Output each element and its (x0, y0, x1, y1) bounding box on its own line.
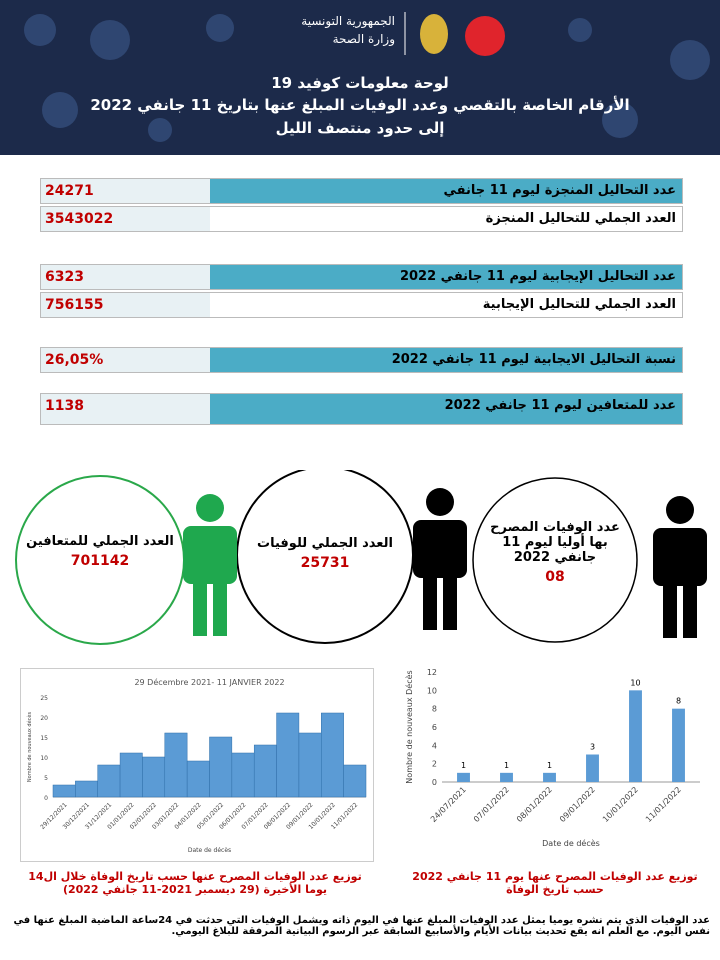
bar (343, 764, 367, 798)
y-axis-label: Nombre de nouveaux décès (26, 712, 33, 783)
circle-label: عدد الوفيات المصرح بها أوليا ليوم 11 جان… (490, 520, 620, 565)
bar (672, 708, 685, 782)
row-value: 3543022 (41, 207, 210, 231)
recovered-circle: العدد الجملي للمتعافين 701142 (25, 534, 175, 569)
y-tick-label: 15 (40, 735, 48, 742)
figures (15, 470, 707, 645)
footer-note: عدد الوفيات الذي يتم نشره يوميا يمثل عدد… (13, 915, 710, 937)
x-axis-label: Date de décès (542, 838, 600, 848)
row-value: 24271 (41, 179, 210, 203)
row-value: 6323 (41, 265, 210, 289)
republic: الجمهورية التونسية (301, 14, 395, 28)
row-label: العدد الجملي للتحاليل الإيجابية (482, 297, 676, 312)
table-row: 6323 عدد التحاليل الإيجابية ليوم 11 جانفي… (40, 264, 683, 290)
declared-circle: عدد الوفيات المصرح بها أوليا ليوم 11 جان… (480, 520, 630, 585)
bar (629, 690, 642, 782)
bar (586, 754, 599, 782)
y-tick-label: 10 (40, 755, 48, 762)
header-decor (24, 12, 710, 142)
title: لوحة معلومات كوفيد 19 (271, 74, 449, 92)
y-tick-label: 10 (427, 686, 437, 695)
table-row: 1138 عدد للمتعافين ليوم 11 جانفي 2022 (40, 393, 683, 425)
y-tick-label: 20 (40, 715, 48, 722)
bar (543, 772, 556, 782)
y-tick-label: 6 (432, 723, 437, 732)
bar (186, 760, 210, 798)
y-tick-label: 12 (427, 668, 437, 677)
row-value: 26,05% (41, 348, 210, 372)
bar (231, 752, 255, 798)
bar (97, 764, 121, 798)
bar (298, 732, 322, 798)
bar (457, 772, 470, 782)
x-tick-label: 10/01/2022 (601, 785, 640, 824)
circle-value: 08 (545, 569, 565, 585)
bar (500, 772, 513, 782)
table-row: 26,05% نسبة التحاليل الايجابية ليوم 11 جا… (40, 347, 683, 373)
bar (142, 756, 166, 798)
y-tick-label: 25 (40, 695, 48, 702)
subtitle-note: إلى حدود منتصف الليل (275, 119, 445, 137)
deaths-circle: العدد الجملي للوفيات 25731 (250, 536, 400, 571)
chart-title: 29 Décembre 2021- 11 JANVIER 2022 (134, 677, 284, 687)
bar (52, 784, 76, 798)
bar (119, 752, 143, 798)
bar (75, 780, 98, 798)
row-value: 756155 (41, 293, 210, 317)
x-tick-label: 11/01/2022 (644, 785, 683, 824)
row-label: عدد للمتعافين ليوم 11 جانفي 2022 (210, 394, 682, 424)
subtitle: الأرقام الخاصة بالتقصي وعدد الوفيات المب… (90, 96, 630, 114)
row-label: عدد التحاليل الإيجابية ليوم 11 جانفي 202… (210, 265, 682, 289)
value-label: 3 (590, 743, 595, 752)
x-tick-label: 24/07/2021 (429, 785, 468, 824)
circle-label: العدد الجملي للوفيات (257, 536, 393, 551)
y-tick-label: 5 (44, 775, 48, 782)
y-tick-label: 8 (432, 705, 437, 714)
circle-value: 701142 (70, 553, 130, 569)
table-row: 24271 عدد التحاليل المنجزة ليوم 11 جانفي (40, 178, 683, 204)
bar (253, 744, 277, 798)
circle-value: 25731 (300, 555, 350, 571)
bar (321, 712, 344, 798)
x-tick-label: 07/01/2022 (472, 785, 511, 824)
x-tick-label: 08/01/2022 (515, 785, 554, 824)
y-tick-label: 4 (432, 741, 437, 750)
y-tick-label: 2 (432, 760, 437, 769)
value-label: 1 (547, 761, 552, 770)
bar (209, 736, 233, 798)
value-label: 10 (630, 678, 640, 687)
row-label: العدد الجملي للتحاليل المنجزة (485, 211, 676, 226)
bar (276, 712, 300, 798)
row-label: عدد التحاليل المنجزة ليوم 11 جانفي (210, 179, 682, 203)
value-label: 1 (461, 761, 466, 770)
header: الجمهورية التونسية وزارة الصحة لوحة معلو… (0, 0, 720, 155)
value-label: 1 (504, 761, 509, 770)
chart-right: 0 2 4 6 8 10 12 1 24/07/2021 1 07/01/2022 1 08/01/20… (404, 668, 700, 848)
table-row: 3543022 العدد الجملي للتحاليل المنجزة (40, 206, 683, 232)
row-value: 1138 (41, 394, 210, 424)
x-axis-label: Date de décès (188, 847, 231, 854)
y-tick-label: 0 (432, 778, 437, 787)
table-row: 756155 العدد الجملي للتحاليل الإيجابية (40, 292, 683, 318)
y-axis-label: Nombre de nouveaux Décès (404, 670, 414, 783)
caption-left: توزيع عدد الوفيات المصرح عنها حسب تاريخ … (28, 870, 362, 896)
circle-label: العدد الجملي للمتعافين (26, 534, 174, 549)
caption-right: توزيع عدد الوفيات المصرح عنها يوم 11 جان… (412, 870, 698, 896)
x-tick-label: 09/01/2022 (558, 785, 597, 824)
bar (164, 732, 188, 798)
value-label: 8 (676, 697, 681, 706)
ministry: وزارة الصحة (332, 32, 395, 46)
row-label: نسبة التحاليل الايجابية ليوم 11 جانفي 20… (210, 348, 682, 372)
y-tick-label: 0 (44, 795, 48, 802)
chart-left: 29 Décembre 2021- 11 JANVIER 2022 0 5 10 15 2… (20, 668, 374, 862)
